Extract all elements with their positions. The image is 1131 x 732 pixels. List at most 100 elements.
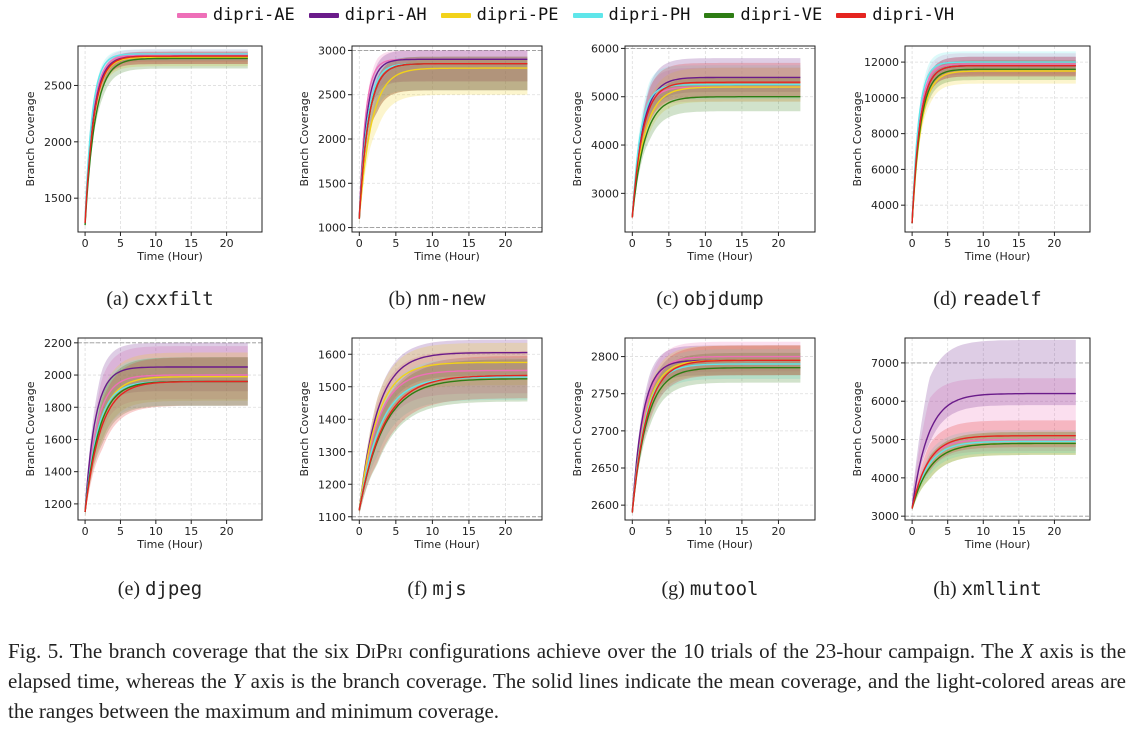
legend-swatch [308, 12, 339, 18]
x-axis-label: Time (Hour) [686, 538, 753, 551]
line-dipri-PE [911, 70, 1076, 224]
x-tick-label: 5 [665, 237, 672, 250]
line-dipri-AE [631, 355, 801, 513]
line-dipri-VH [358, 374, 528, 511]
line-dipri-PH [358, 376, 528, 511]
legend-item-dipri-VH: dipri-VH [836, 5, 954, 25]
y-axis-label: Branch Coverage [298, 381, 311, 476]
band-dipri-AE [632, 341, 801, 516]
y-tick-label: 7000 [871, 357, 899, 370]
y-tick-label: 2000 [318, 133, 346, 146]
line-dipri-VH [631, 81, 801, 218]
legend-swatch [704, 12, 735, 18]
y-axis-label: Branch Coverage [571, 91, 584, 186]
band-dipri-AH [912, 339, 1076, 511]
x-tick-label: 15 [462, 237, 476, 250]
band-dipri-VH [85, 357, 248, 517]
y-tick-label: 6000 [591, 42, 619, 55]
y-tick-label: 1500 [318, 177, 346, 190]
band-dipri-AE [359, 351, 528, 515]
line-dipri-AH [911, 392, 1076, 509]
x-tick-label: 5 [665, 525, 672, 538]
line-dipri-VH [358, 63, 528, 219]
legend-label: dipri-AH [344, 5, 427, 25]
subcaption-letter: (g) [662, 578, 690, 600]
y-tick-label: 1500 [44, 192, 72, 205]
line-dipri-AE [84, 54, 248, 221]
y-tick-label: 5000 [871, 434, 899, 447]
band-dipri-PH [85, 49, 248, 222]
legend-swatch [572, 12, 603, 18]
y-axis-label: Branch Coverage [571, 381, 584, 476]
x-tick-label: 20 [220, 525, 234, 538]
chart-nm-new: 0 5 10 15 20 1000 1500 2000 2500 3000 Time (Hour) B… [298, 44, 543, 310]
legend-label: dipri-PH [608, 5, 691, 25]
x-tick-label: 15 [184, 237, 198, 250]
chart-mutool: 0 5 10 15 20 2600 2650 2700 2750 2800 Time (Hour) B… [571, 337, 816, 600]
band-dipri-PH [359, 357, 528, 515]
y-tick-label: 6000 [871, 163, 899, 176]
legend-swatch [176, 12, 207, 18]
y-tick-label: 2200 [44, 337, 72, 350]
line-dipri-PH [911, 61, 1076, 224]
x-tick-label: 5 [944, 237, 951, 250]
y-tick-label: 2500 [318, 89, 346, 102]
legend-label: dipri-VE [740, 5, 823, 25]
line-dipri-AE [911, 63, 1076, 224]
y-tick-label: 2800 [591, 351, 619, 364]
y-tick-label: 12000 [864, 56, 899, 69]
x-tick-label: 0 [909, 237, 916, 250]
band-dipri-AH [912, 56, 1076, 226]
y-tick-label: 1400 [44, 466, 72, 479]
x-tick-label: 20 [498, 237, 512, 250]
subcaption-letter: (h) [933, 578, 961, 600]
line-dipri-VH [911, 435, 1076, 509]
subcaption-program: cxxfilt [134, 288, 214, 310]
legend-swatch [440, 12, 471, 18]
y-axis-label: Branch Coverage [851, 91, 864, 186]
line-dipri-VH [84, 380, 248, 512]
x-tick-label: 0 [629, 525, 636, 538]
subcaption: (f) mjs [407, 578, 466, 600]
caption-x-var: X [1020, 639, 1034, 663]
band-dipri-VE [85, 357, 248, 517]
caption-y-var: Y [232, 669, 245, 693]
subcaption-letter: (f) [407, 578, 432, 600]
plot-frame [624, 337, 816, 521]
legend-label: dipri-AE [212, 5, 295, 25]
x-axis-label: Time (Hour) [413, 250, 480, 263]
x-tick-label: 15 [184, 525, 198, 538]
x-tick-label: 20 [1047, 525, 1061, 538]
x-tick-label: 15 [462, 525, 476, 538]
x-axis-label: Time (Hour) [136, 538, 203, 551]
y-tick-label: 2500 [44, 79, 72, 92]
chart-mjs: 0 5 10 15 20 1100 1200 1300 1400 1500 1600 Time (Ho… [298, 337, 543, 600]
caption-fig-number: Fig. 5. [8, 639, 64, 663]
y-tick-label: 1600 [44, 433, 72, 446]
x-tick-label: 10 [149, 237, 163, 250]
subcaption: (b) nm-new [389, 288, 487, 310]
x-tick-label: 0 [82, 525, 89, 538]
y-tick-label: 1300 [318, 446, 346, 459]
x-axis-label: Time (Hour) [413, 538, 480, 551]
line-dipri-VH [911, 64, 1076, 224]
legend-item-dipri-PH: dipri-PH [572, 5, 691, 25]
y-tick-label: 1800 [44, 401, 72, 414]
line-dipri-PE [358, 361, 528, 511]
line-dipri-AH [84, 366, 248, 512]
band-dipri-VE [632, 352, 801, 516]
x-tick-label: 20 [771, 237, 785, 250]
band-dipri-PE [912, 431, 1076, 511]
line-dipri-PE [631, 359, 801, 513]
subcaption: (c) objdump [656, 288, 763, 310]
subcaption-letter: (c) [656, 288, 683, 310]
subcaption: (e) djpeg [118, 578, 202, 600]
x-tick-label: 0 [82, 237, 89, 250]
legend-label: dipri-VH [872, 5, 955, 25]
band-dipri-VH [359, 356, 528, 515]
y-tick-label: 1400 [318, 413, 346, 426]
line-dipri-PE [358, 67, 528, 219]
legend-label: dipri-PE [476, 5, 559, 25]
figure-caption: Fig. 5. The branch coverage that the six… [8, 636, 1126, 726]
legend-swatch [836, 12, 867, 18]
